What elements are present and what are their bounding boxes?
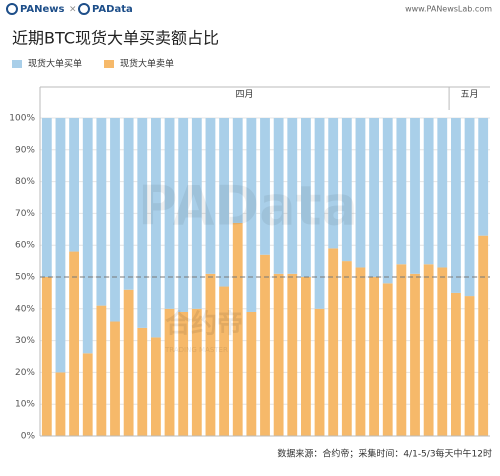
x-group-label: 四月	[236, 89, 254, 100]
bar-segment	[123, 118, 134, 290]
bar-segment	[55, 118, 66, 373]
bar-segment	[55, 372, 66, 436]
bar-segment	[410, 118, 420, 274]
bar-segment	[437, 267, 448, 436]
bar-segment	[137, 118, 148, 328]
bar-segment	[110, 321, 120, 436]
bar-segment	[82, 353, 93, 436]
y-tick-label: 90%	[15, 145, 35, 155]
y-tick-label: 80%	[15, 177, 35, 187]
bar-segment	[232, 222, 243, 436]
bar-segment	[260, 254, 270, 436]
bar-segment	[178, 118, 189, 312]
y-tick-label: 30%	[15, 336, 35, 346]
brand-separator: ×	[69, 5, 77, 15]
bar-segment	[178, 311, 189, 436]
legend-swatch	[12, 60, 22, 68]
y-tick-label: 50%	[15, 273, 35, 283]
legend-label: 现货大单买单	[28, 58, 82, 70]
watermark: PAData	[138, 175, 358, 238]
bar-segment	[69, 251, 79, 436]
bar-segment	[96, 305, 107, 436]
bar-segment	[82, 118, 93, 354]
bar-segment	[423, 118, 434, 265]
bar-segment	[464, 118, 475, 297]
source-note: 数据来源：合约帝；采集时间：4/1-5/3每天中午12时	[277, 448, 492, 460]
bar-segment	[260, 118, 270, 255]
bar-segment	[232, 118, 243, 223]
bar-segment	[301, 118, 311, 277]
bar-segment	[341, 261, 352, 436]
bar-segment	[96, 118, 107, 306]
bar-segment	[287, 118, 298, 274]
bar-segment	[328, 118, 339, 249]
bar-segment	[164, 308, 175, 436]
y-tick-label: 70%	[15, 209, 35, 219]
y-tick-label: 10%	[15, 400, 35, 410]
x-group-label: 五月	[461, 89, 479, 100]
bar-segment	[369, 118, 379, 277]
bar-segment	[314, 308, 325, 436]
bar-segment	[246, 118, 257, 312]
bar-segment	[205, 273, 216, 436]
legend-label: 现货大单卖单	[120, 58, 174, 70]
bar-segment	[219, 118, 229, 287]
bar-segment	[246, 311, 257, 436]
y-tick-label: 20%	[15, 368, 35, 378]
bar-segment	[219, 286, 229, 436]
brand: PANews	[20, 4, 65, 15]
bar-segment	[382, 283, 393, 436]
bar-segment	[301, 277, 311, 436]
bar-segment	[437, 118, 448, 268]
legend-swatch	[104, 60, 114, 68]
bar-segment	[355, 267, 366, 436]
bar-segment	[478, 118, 489, 236]
website: www.PANewsLab.com	[405, 5, 492, 14]
bar-segment	[355, 118, 366, 268]
bar-segment	[478, 235, 489, 436]
y-tick-label: 60%	[15, 241, 35, 251]
bar-segment	[410, 273, 420, 436]
y-tick-label: 100%	[9, 114, 35, 124]
y-tick-label: 0%	[21, 432, 36, 442]
bar-segment	[328, 248, 339, 436]
watermark: 合约帝	[165, 309, 243, 340]
bar-segment	[191, 308, 202, 436]
watermark: TRADING MASTER	[164, 346, 228, 354]
bar-segment	[341, 118, 352, 262]
bar-segment	[69, 118, 79, 252]
bar-segment	[41, 118, 52, 277]
bar-segment	[382, 118, 393, 284]
bar-segment	[287, 273, 298, 436]
bar-segment	[451, 292, 461, 436]
logo-icon	[6, 3, 18, 15]
bar-segment	[273, 118, 284, 274]
bar-segment	[151, 118, 161, 338]
chart-title: 近期BTC现货大单买卖额占比	[12, 29, 219, 48]
bar-segment	[205, 118, 216, 274]
bar-segment	[451, 118, 461, 293]
y-tick-label: 40%	[15, 304, 35, 314]
bar-segment	[369, 277, 379, 436]
bar-segment	[123, 289, 134, 436]
logo-icon	[78, 3, 90, 15]
bar-segment	[423, 264, 434, 436]
bar-segment	[151, 337, 161, 436]
bar-segment	[191, 118, 202, 309]
bar-segment	[396, 118, 407, 265]
bar-segment	[396, 264, 407, 436]
bar-segment	[137, 327, 148, 436]
bar-segment	[41, 277, 52, 436]
brand2: PAData	[92, 4, 133, 15]
bar-segment	[464, 296, 475, 436]
bar-segment	[164, 118, 175, 309]
bar-segment	[110, 118, 120, 322]
bar-segment	[273, 273, 284, 436]
bar-segment	[314, 118, 325, 309]
